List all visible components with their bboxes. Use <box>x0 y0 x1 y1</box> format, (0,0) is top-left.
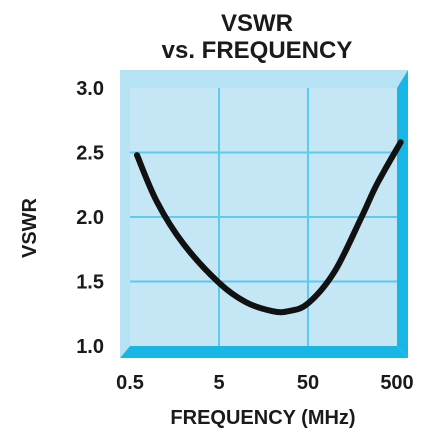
chart-title-line-1: VSWR <box>221 10 293 37</box>
frame-right-bevel <box>397 70 408 358</box>
chart-title-line-2: vs. FREQUENCY <box>162 37 353 64</box>
frame-bottom-bevel <box>120 346 408 358</box>
x-tick-label: 50 <box>297 372 319 394</box>
y-axis-tick-labels: 1.0 1.5 2.0 2.5 3.0 <box>76 78 104 358</box>
gridlines <box>130 88 397 346</box>
y-tick-label: 1.5 <box>76 272 104 294</box>
x-tick-label: 5 <box>213 372 224 394</box>
y-tick-label: 2.0 <box>76 207 104 229</box>
x-tick-label: 0.5 <box>116 372 144 394</box>
y-tick-label: 2.5 <box>76 143 104 165</box>
y-tick-label: 3.0 <box>76 78 104 100</box>
x-axis-tick-labels: 0.5 5 50 500 <box>116 372 414 394</box>
y-tick-label: 1.0 <box>76 336 104 358</box>
x-tick-label: 500 <box>380 372 413 394</box>
vswr-curve <box>134 139 404 316</box>
frame-top-bevel <box>120 70 408 88</box>
x-axis-label: FREQUENCY (MHz) <box>170 407 355 429</box>
frame-left-bevel <box>120 70 130 358</box>
y-axis-label: VSWR <box>19 197 41 258</box>
